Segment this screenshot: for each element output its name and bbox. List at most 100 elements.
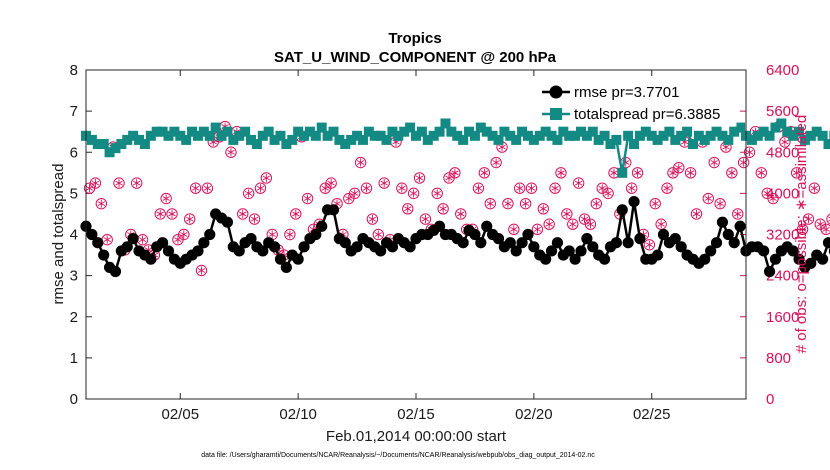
x-axis-label: Feb.01,2014 00:00:00 start <box>326 428 507 445</box>
rmse-point <box>817 253 829 265</box>
totalspread-point <box>399 126 410 137</box>
rmse-point <box>121 241 133 253</box>
obs-point <box>402 203 414 215</box>
totalspread-point <box>110 143 121 154</box>
obs-point <box>349 187 361 200</box>
obs-point <box>684 167 697 179</box>
rmse-point <box>622 237 634 249</box>
rmse-point <box>204 228 216 241</box>
obs-point <box>584 218 597 230</box>
totalspread-point <box>517 126 528 137</box>
totalspread-point <box>340 139 351 150</box>
totalspread-point <box>363 126 374 137</box>
obs-point <box>767 192 779 205</box>
totalspread-point <box>281 139 292 150</box>
chart-title: Tropics <box>388 30 441 47</box>
totalspread-point <box>576 126 586 137</box>
rmse-point <box>699 253 711 265</box>
totalspread-point <box>599 130 610 141</box>
obs-point <box>437 203 449 215</box>
totalspread-point <box>811 126 822 137</box>
totalspread-point <box>446 126 457 137</box>
left-tick-label: 6 <box>70 144 78 161</box>
totalspread-point <box>469 130 480 141</box>
obs-point <box>549 182 561 194</box>
obs-point <box>537 203 549 215</box>
totalspread-point <box>587 126 598 137</box>
totalspread-point <box>222 126 233 137</box>
totalspread-point <box>240 126 251 137</box>
totalspread-point <box>263 126 274 137</box>
totalspread-point <box>269 134 280 145</box>
obs-point <box>590 197 603 210</box>
obs-point <box>413 172 426 184</box>
footer-file-path: data file: /Users/gharamti/Documents/NCA… <box>201 452 595 459</box>
totalspread-point <box>629 139 640 150</box>
obs-point <box>525 182 538 194</box>
rmse-point <box>457 237 469 249</box>
totalspread-point <box>687 139 698 150</box>
totalspread-point <box>564 130 575 141</box>
obs-point <box>201 182 214 194</box>
rmse-point <box>292 253 304 265</box>
rmse-point <box>98 249 110 261</box>
totalspread-point <box>104 147 115 158</box>
obs-point <box>366 213 379 225</box>
obs-point <box>796 223 809 236</box>
obs-point <box>472 182 485 194</box>
totalspread-point <box>758 126 769 137</box>
obs-point <box>572 177 585 189</box>
legend-spread-label: totalspread pr=6.3885 <box>574 106 720 123</box>
obs-point <box>561 208 573 220</box>
totalspread-point <box>540 126 551 137</box>
rmse-point <box>710 237 723 249</box>
rmse-point <box>540 253 552 265</box>
left-tick-label: 8 <box>70 62 78 79</box>
totalspread-point <box>322 130 333 141</box>
left-tick-label: 0 <box>70 391 78 408</box>
obs-point <box>484 197 496 210</box>
rmse-series <box>80 196 830 278</box>
obs-point <box>354 156 367 169</box>
rmse-point <box>616 204 628 216</box>
obs-point <box>726 167 738 179</box>
legend[interactable]: rmse pr=3.7701 totalspread pr=6.3885 <box>537 79 737 127</box>
rmse-point <box>192 245 204 257</box>
totalspread-point <box>475 122 486 133</box>
rmse-point <box>86 228 98 241</box>
totalspread-point <box>823 139 830 150</box>
obs-point <box>449 167 461 179</box>
totalspread-point <box>375 130 386 141</box>
obs-point <box>490 156 502 169</box>
obs-point <box>519 197 532 210</box>
totalspread-point <box>210 122 221 133</box>
totalspread-point <box>128 130 139 141</box>
right-tick-label: 6400 <box>766 62 799 79</box>
totalspread-point <box>505 130 516 141</box>
rmse-point <box>198 237 210 249</box>
obs-point <box>160 192 172 205</box>
obs-point <box>790 167 803 179</box>
rmse-point <box>569 253 581 265</box>
totalspread-point <box>570 130 581 141</box>
totalspread-point <box>440 118 451 129</box>
totalspread-point <box>729 126 740 137</box>
left-y-axis: 0 1 2 3 4 5 6 7 8 <box>70 62 92 408</box>
totalspread-point <box>234 130 245 141</box>
rmse-point <box>298 241 310 253</box>
rmse-point <box>268 241 281 253</box>
obs-point <box>396 182 408 194</box>
totalspread-point <box>705 130 716 141</box>
totalspread-point <box>646 130 657 141</box>
rmse-point <box>763 265 776 278</box>
obs-point <box>655 218 667 230</box>
totalspread-point <box>670 134 681 145</box>
obs-point <box>284 228 296 241</box>
totalspread-point <box>746 134 757 145</box>
totalspread-point <box>369 130 380 141</box>
totalspread-point <box>145 130 156 141</box>
obs-point <box>455 208 467 220</box>
obs-point <box>702 192 714 205</box>
x-tick-label: 02/15 <box>397 406 435 423</box>
